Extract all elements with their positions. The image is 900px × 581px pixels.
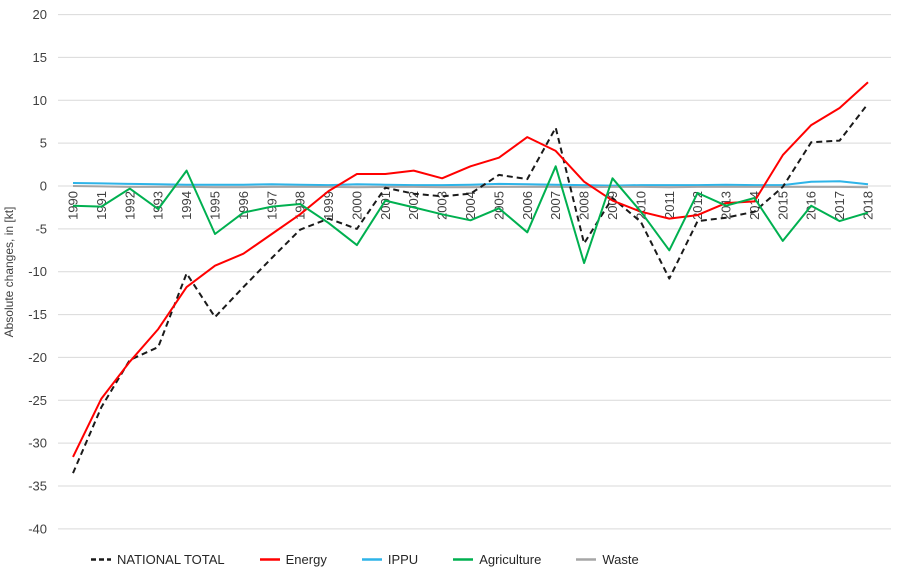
y-tick-label: -10 — [28, 264, 47, 279]
legend-label: Waste — [602, 551, 639, 567]
series-line-ippu — [72, 180, 869, 187]
line-marker-icon — [576, 557, 597, 561]
x-tick-label: 2005 — [491, 191, 506, 220]
legend-item-agriculture[interactable]: Agriculture — [453, 552, 541, 567]
x-tick-label: 1998 — [293, 191, 308, 220]
x-tick-label: 1990 — [66, 191, 81, 220]
x-tick-label: 2006 — [520, 191, 535, 220]
legend-item-national-total[interactable]: NATIONAL TOTAL — [91, 552, 225, 567]
y-tick-label: -40 — [28, 521, 47, 536]
line-marker-icon — [259, 557, 280, 561]
x-tick-label: 2004 — [463, 191, 478, 220]
gridlines — [58, 14, 891, 530]
y-tick-label: 10 — [33, 93, 47, 108]
y-axis-tick-labels: 20 15 10 5 0 -5 -10 -15 -20 -25 -30 -35 -40 — [28, 7, 47, 536]
y-tick-label: 15 — [33, 50, 47, 65]
chart-canvas: 20151050-5-10-15-20-25-30-35-40Absolute … — [2, 7, 891, 536]
legend-item-waste[interactable]: Waste — [576, 551, 639, 567]
line-marker-icon — [453, 557, 474, 561]
x-tick-label: 1997 — [264, 191, 279, 220]
y-tick-label: 0 — [40, 179, 47, 194]
x-tick-label: 2007 — [548, 191, 563, 220]
legend-label: Energy — [285, 551, 327, 567]
legend-label: IPPU — [387, 551, 419, 567]
y-axis-title: Absolute changes, in [kt] — [2, 207, 16, 338]
chart-legend: NATIONAL TOTAL Energy IPPU Agriculture W… — [91, 547, 639, 571]
x-axis-tick-labels: 1990 1991 1992 1993 1994 1995 1996 1997 1998 1999… — [66, 191, 876, 220]
series-line-national-total — [72, 103, 869, 474]
y-tick-label: -15 — [28, 307, 47, 322]
x-tick-label: 2015 — [775, 191, 790, 220]
x-tick-label: 2002 — [406, 191, 421, 220]
y-tick-label: -35 — [28, 478, 47, 493]
dashed-line-marker-icon — [91, 557, 111, 561]
series-line-waste — [72, 185, 869, 189]
y-tick-label: -20 — [28, 350, 47, 365]
y-tick-label: -30 — [28, 436, 47, 451]
legend-item-ippu[interactable]: IPPU — [361, 551, 419, 567]
x-tick-label: 2011 — [662, 191, 677, 219]
x-tick-label: 2000 — [349, 191, 364, 220]
y-tick-label: -5 — [35, 221, 47, 236]
y-tick-label: 20 — [33, 7, 47, 22]
x-tick-label: 1999 — [321, 191, 336, 220]
series-line-agriculture — [72, 165, 869, 265]
x-tick-label: 1993 — [151, 191, 166, 220]
line-marker-icon — [361, 557, 382, 561]
x-tick-label: 2008 — [577, 191, 592, 220]
x-tick-label: 2017 — [832, 191, 847, 220]
x-tick-label: 1995 — [207, 191, 222, 220]
y-tick-label: 5 — [40, 136, 47, 151]
legend-label: Agriculture — [479, 551, 542, 567]
x-tick-label: 1992 — [122, 191, 137, 220]
x-tick-label: 1994 — [179, 191, 194, 220]
legend-label: NATIONAL TOTAL — [117, 551, 225, 567]
x-tick-label: 2018 — [861, 191, 876, 220]
x-tick-label: 2001 — [378, 191, 393, 220]
y-tick-label: -25 — [28, 393, 47, 408]
legend-item-energy[interactable]: Energy — [259, 551, 327, 567]
